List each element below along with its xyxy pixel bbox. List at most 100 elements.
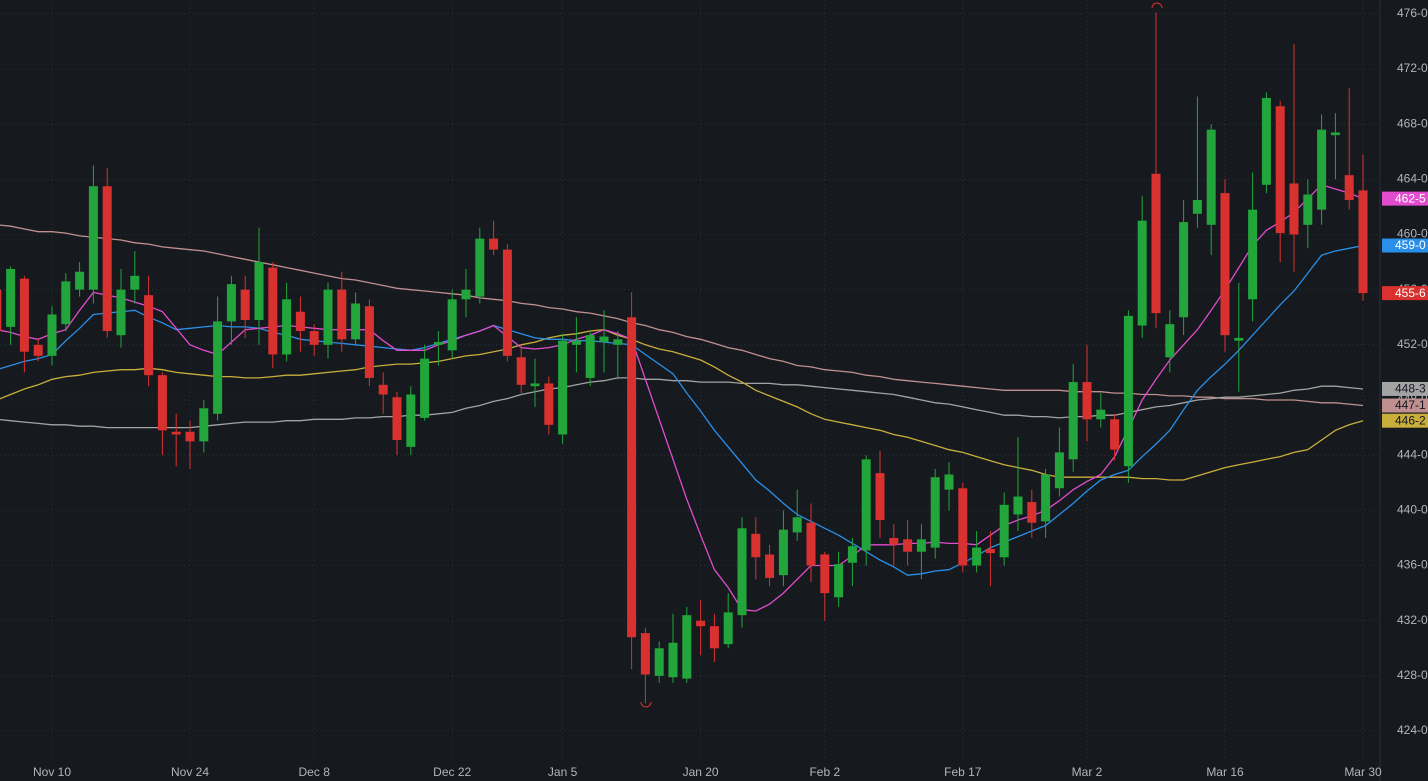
x-tick-label: Mar 2 bbox=[1072, 765, 1103, 779]
price-label-box bbox=[1382, 238, 1428, 253]
x-tick-label: Jan 20 bbox=[683, 765, 719, 779]
candle-body bbox=[1165, 324, 1175, 358]
candle-body bbox=[1261, 97, 1271, 185]
candle-body bbox=[806, 522, 816, 566]
candle-body bbox=[916, 539, 926, 552]
y-tick-label: 472-0 bbox=[1397, 61, 1428, 75]
y-tick-label: 428-0 bbox=[1397, 668, 1428, 682]
candle-body bbox=[47, 314, 57, 356]
candle-body bbox=[461, 289, 471, 300]
candle-body bbox=[613, 339, 623, 345]
candle-body bbox=[778, 529, 788, 576]
candle-body bbox=[1275, 106, 1285, 234]
y-tick-label: 444-0 bbox=[1397, 447, 1428, 461]
candle-body bbox=[1303, 194, 1313, 225]
candle-body bbox=[627, 317, 637, 638]
candle-body bbox=[1013, 496, 1023, 515]
candle-body bbox=[392, 397, 402, 440]
candle-body bbox=[999, 504, 1009, 558]
x-tick-label: Feb 17 bbox=[944, 765, 982, 779]
candle-body bbox=[88, 186, 98, 290]
candle-body bbox=[571, 340, 581, 345]
x-tick-label: Feb 2 bbox=[809, 765, 840, 779]
moving-average-line bbox=[0, 377, 1364, 429]
candle-body bbox=[1068, 382, 1078, 460]
candle-body bbox=[102, 186, 112, 332]
price-label-box bbox=[1382, 286, 1428, 301]
y-tick-label: 460-0 bbox=[1397, 227, 1428, 241]
candle-body bbox=[240, 289, 250, 320]
candle-body bbox=[654, 648, 664, 676]
price-label: 448-3 bbox=[1395, 382, 1426, 396]
y-tick-label: 436-0 bbox=[1397, 558, 1428, 572]
x-tick-label: Mar 30 bbox=[1344, 765, 1382, 779]
candle-body bbox=[696, 620, 706, 627]
candle-body bbox=[1041, 474, 1051, 522]
y-tick-label: 424-0 bbox=[1397, 723, 1428, 737]
x-tick-label: Dec 8 bbox=[299, 765, 331, 779]
high-marker bbox=[1151, 2, 1163, 9]
y-tick-label: 452-0 bbox=[1397, 337, 1428, 351]
x-tick-label: Mar 16 bbox=[1206, 765, 1244, 779]
candle-body bbox=[516, 357, 526, 385]
candle-body bbox=[1330, 132, 1340, 136]
candle-body bbox=[475, 238, 485, 297]
candle-body bbox=[144, 295, 154, 376]
candle-body bbox=[1220, 193, 1230, 336]
candle-body bbox=[337, 289, 347, 340]
candle-body bbox=[820, 554, 830, 594]
candle-body bbox=[213, 321, 223, 414]
candle-body bbox=[157, 375, 167, 431]
candle-body bbox=[433, 342, 443, 345]
candle-body bbox=[903, 539, 913, 552]
candle-body bbox=[75, 271, 85, 290]
axis-labels: 424-0428-0432-0436-0440-0444-0448-0452-0… bbox=[33, 6, 1428, 779]
x-tick-label: Nov 24 bbox=[171, 765, 209, 779]
candle-body bbox=[420, 358, 430, 418]
moving-average-line bbox=[0, 224, 1364, 407]
candle-body bbox=[792, 517, 802, 533]
candle-body bbox=[226, 284, 236, 322]
candle-body bbox=[972, 547, 982, 566]
low-marker bbox=[640, 701, 652, 708]
candle-body bbox=[1137, 220, 1147, 326]
moving-average-line bbox=[0, 184, 1364, 612]
candle-body bbox=[130, 275, 140, 290]
candle-body bbox=[406, 394, 416, 447]
candle-body bbox=[0, 289, 2, 332]
price-label-box bbox=[1382, 191, 1428, 206]
candle-body bbox=[489, 238, 499, 250]
candle-body bbox=[889, 537, 899, 545]
candle-body bbox=[199, 408, 209, 442]
candle-body bbox=[171, 431, 181, 435]
candle-body bbox=[19, 278, 29, 352]
candle-body bbox=[765, 554, 775, 578]
candle-body bbox=[834, 564, 844, 598]
candle-body bbox=[61, 281, 71, 325]
candle-body bbox=[1151, 173, 1161, 314]
candle-body bbox=[6, 268, 16, 327]
y-tick-label: 432-0 bbox=[1397, 613, 1428, 627]
candle-body bbox=[323, 289, 333, 345]
price-label: 455-6 bbox=[1395, 286, 1426, 300]
candle-body bbox=[1289, 183, 1299, 235]
candles bbox=[0, 12, 1368, 704]
candle-body bbox=[282, 299, 292, 355]
candle-body bbox=[254, 262, 264, 320]
candle-body bbox=[1027, 502, 1037, 523]
candle-body bbox=[847, 546, 857, 563]
candle-body bbox=[737, 528, 747, 616]
candle-body bbox=[268, 267, 278, 355]
candle-body bbox=[309, 331, 319, 345]
price-label: 459-0 bbox=[1395, 238, 1426, 252]
x-tick-label: Nov 10 bbox=[33, 765, 71, 779]
candle-body bbox=[351, 303, 361, 340]
candle-body bbox=[185, 431, 195, 442]
candle-body bbox=[558, 340, 568, 435]
candle-body bbox=[599, 336, 609, 343]
price-label: 462-5 bbox=[1395, 191, 1426, 205]
candle-body bbox=[1206, 129, 1216, 225]
candle-body bbox=[640, 633, 650, 675]
candle-body bbox=[116, 289, 126, 336]
